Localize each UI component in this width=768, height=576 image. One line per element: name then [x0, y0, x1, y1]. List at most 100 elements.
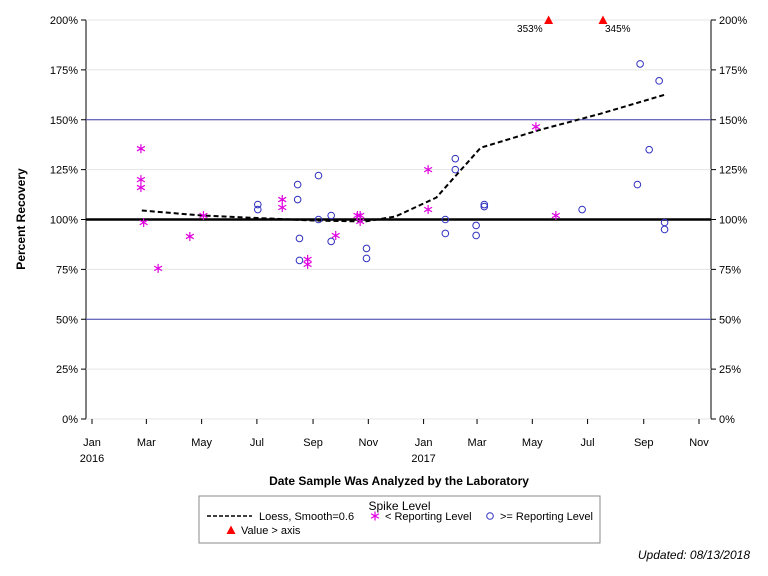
asterisk-stroke — [355, 218, 365, 225]
reporting-level-point — [327, 211, 335, 220]
below-reporting-level-point — [423, 165, 433, 175]
x-tick-label: Mar — [137, 437, 156, 449]
asterisk-stroke — [355, 212, 365, 219]
y-tick-label-right: 0% — [719, 414, 735, 426]
below-reporting-level-point — [531, 122, 541, 132]
y-tick-label: 125% — [50, 165, 78, 177]
below-reporting-level-point — [199, 211, 208, 221]
legend-title: Spike Level — [368, 499, 430, 513]
asterisk-stroke — [303, 256, 312, 263]
below-reporting-level-point — [423, 205, 433, 215]
updated-footnote: Updated: 08/13/2018 — [637, 548, 750, 562]
reporting-level-point — [327, 237, 335, 246]
asterisk-stroke — [136, 176, 146, 183]
reporting-level-point — [480, 200, 489, 209]
reporting-level-point — [295, 256, 304, 265]
legend-item: Loess, Smooth=0.6 — [207, 511, 354, 523]
x-tick-label: Mar — [468, 437, 487, 449]
y-tick-label-right: 125% — [719, 165, 747, 177]
y-tick-label: 75% — [56, 264, 78, 276]
legend-item: < Reporting Level — [370, 511, 472, 523]
y-axis-title: Percent Recovery — [14, 168, 28, 270]
x-tick-label: Sep — [303, 437, 323, 449]
below-reporting-level-point — [153, 263, 163, 273]
y-tick-label-right: 75% — [719, 264, 741, 276]
y-tick-label-right: 100% — [719, 215, 747, 227]
off-axis-value-label: 353% — [517, 24, 543, 35]
legend: Spike Level Loess, Smooth=0.6 < Reporting … — [198, 495, 601, 544]
below-reporting-level-point — [278, 195, 287, 205]
asterisk-stroke — [551, 212, 561, 219]
below-reporting-level-point — [136, 144, 146, 154]
reporting-level-point — [441, 215, 450, 224]
reporting-level-point — [451, 165, 460, 174]
asterisk-stroke — [278, 204, 287, 211]
legend-item: Value > axis — [226, 525, 301, 537]
reporting-level-point — [314, 171, 323, 180]
reporting-level-point — [645, 145, 653, 154]
y-tick-label: 200% — [50, 15, 78, 27]
below-reporting-level-point — [139, 217, 148, 227]
y-tick-label: 175% — [50, 65, 78, 77]
asterisk-stroke — [139, 219, 148, 226]
x-axis-title: Date Sample Was Analyzed by the Laborato… — [269, 474, 529, 488]
x-tick-label: Nov — [359, 437, 379, 449]
y-tick-label: 50% — [56, 314, 78, 326]
x-tick-label: Jan — [83, 437, 101, 449]
reporting-level-point — [293, 195, 302, 204]
asterisk-stroke — [423, 206, 433, 213]
reporting-level-point — [253, 200, 262, 209]
off-axis-value-label: 345% — [605, 24, 631, 35]
asterisk-stroke — [370, 513, 380, 519]
y-tick-label-right: 25% — [719, 364, 741, 376]
loess-line — [141, 93, 665, 223]
x-tick-year: 2017 — [411, 453, 435, 465]
reporting-level-point — [480, 202, 489, 211]
reporting-level-point — [636, 60, 644, 68]
value-above-axis-point — [544, 15, 554, 24]
below-reporting-level-point — [355, 216, 365, 226]
reporting-level-point — [441, 229, 450, 238]
reporting-level-point — [314, 215, 323, 224]
asterisk-stroke — [303, 261, 312, 268]
legend-marker — [370, 511, 380, 521]
reporting-level-point — [472, 231, 480, 240]
y-tick-label-right: 175% — [719, 65, 747, 77]
below-reporting-level-point — [278, 203, 287, 213]
x-tick-label: May — [191, 437, 212, 449]
legend-label: Value > axis — [241, 525, 301, 537]
reporting-level-point — [660, 225, 669, 234]
legend-marker — [486, 512, 494, 520]
y-tick-label-right: 150% — [719, 115, 747, 127]
y-tick-label-right: 50% — [719, 314, 741, 326]
legend-label: < Reporting Level — [385, 511, 472, 523]
legend-label: Loess, Smooth=0.6 — [259, 511, 354, 523]
x-tick-label: Jul — [250, 437, 264, 449]
reporting-level-point — [472, 221, 480, 230]
y-tick-label: 100% — [50, 215, 78, 227]
y-tick-label: 150% — [50, 115, 78, 127]
asterisk-stroke — [531, 123, 541, 130]
legend-box — [198, 495, 601, 544]
asterisk-stroke — [136, 184, 146, 191]
below-reporting-level-point — [136, 175, 146, 185]
below-reporting-level-point — [303, 259, 312, 269]
value-above-axis-point — [598, 15, 608, 24]
x-tick-label: May — [522, 437, 543, 449]
legend-marker — [226, 525, 236, 534]
asterisk-stroke — [199, 212, 208, 219]
below-reporting-level-point — [331, 230, 340, 240]
reporting-level-point — [578, 205, 586, 214]
asterisk-stroke — [423, 166, 433, 173]
reporting-level-point — [633, 180, 642, 189]
asterisk-stroke — [278, 196, 287, 203]
reporting-level-point — [451, 154, 460, 163]
x-tick-label: Jan — [415, 437, 433, 449]
reporting-level-point — [293, 180, 302, 189]
below-reporting-level-point — [136, 183, 146, 193]
x-tick-label: Jul — [581, 437, 595, 449]
below-reporting-level-point — [551, 211, 561, 221]
y-tick-label-right: 200% — [719, 15, 747, 27]
x-tick-year: 2016 — [80, 453, 104, 465]
